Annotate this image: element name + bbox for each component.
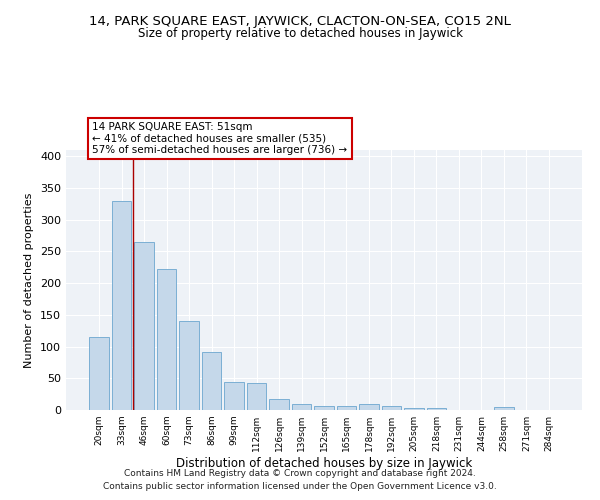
Text: Size of property relative to detached houses in Jaywick: Size of property relative to detached ho…: [137, 28, 463, 40]
Bar: [427, 408, 446, 410]
Bar: [404, 408, 424, 410]
Bar: [247, 384, 266, 410]
Y-axis label: Number of detached properties: Number of detached properties: [25, 192, 34, 368]
Bar: [224, 382, 244, 410]
Bar: [157, 269, 176, 410]
X-axis label: Distribution of detached houses by size in Jaywick: Distribution of detached houses by size …: [176, 457, 472, 470]
Bar: [337, 406, 356, 410]
Bar: [314, 406, 334, 410]
Bar: [359, 404, 379, 410]
Bar: [292, 404, 311, 410]
Bar: [269, 398, 289, 410]
Bar: [202, 352, 221, 410]
Text: Contains HM Land Registry data © Crown copyright and database right 2024.: Contains HM Land Registry data © Crown c…: [124, 468, 476, 477]
Text: 14 PARK SQUARE EAST: 51sqm
← 41% of detached houses are smaller (535)
57% of sem: 14 PARK SQUARE EAST: 51sqm ← 41% of deta…: [92, 122, 347, 155]
Bar: [134, 242, 154, 410]
Bar: [89, 337, 109, 410]
Bar: [112, 200, 131, 410]
Bar: [179, 320, 199, 410]
Bar: [494, 408, 514, 410]
Bar: [382, 406, 401, 410]
Text: Contains public sector information licensed under the Open Government Licence v3: Contains public sector information licen…: [103, 482, 497, 491]
Text: 14, PARK SQUARE EAST, JAYWICK, CLACTON-ON-SEA, CO15 2NL: 14, PARK SQUARE EAST, JAYWICK, CLACTON-O…: [89, 15, 511, 28]
